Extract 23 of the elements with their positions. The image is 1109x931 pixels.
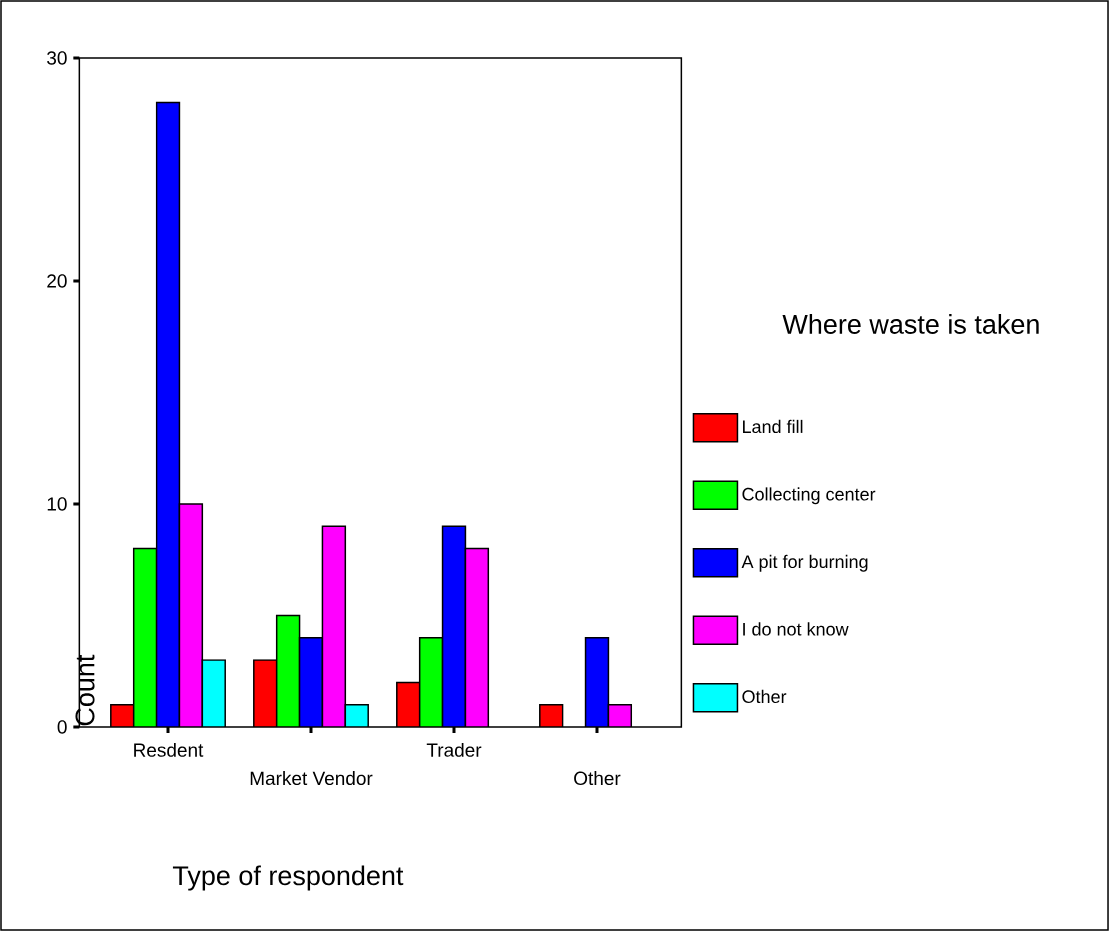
x-tick-label: Market Vendor [250, 771, 373, 786]
bar [298, 637, 324, 727]
bar [178, 503, 204, 727]
bar [321, 525, 347, 727]
bar [155, 101, 181, 727]
x-tick-label: Resdent [134, 742, 204, 757]
bar [584, 637, 610, 727]
bar [464, 547, 490, 727]
y-tick-label: 20 [47, 274, 67, 288]
y-tick-label: 30 [47, 51, 67, 65]
legend-label: I do not know [743, 622, 849, 636]
legend-label: A pit for burning [741, 554, 868, 572]
legend-label: Other [742, 689, 787, 704]
legend-title: Where waste is taken [782, 314, 1039, 334]
y-tick-label: 10 [47, 497, 67, 511]
bar [441, 525, 467, 727]
x-axis-title: Type of respondent [172, 865, 404, 891]
legend-label: Land fill [743, 419, 803, 434]
legend-label: Collecting center [742, 487, 876, 505]
bar [607, 703, 633, 727]
x-tick-label: Trader [426, 742, 482, 757]
y-axis-title: Count [75, 654, 95, 726]
y-tick-label: 0 [57, 720, 67, 734]
